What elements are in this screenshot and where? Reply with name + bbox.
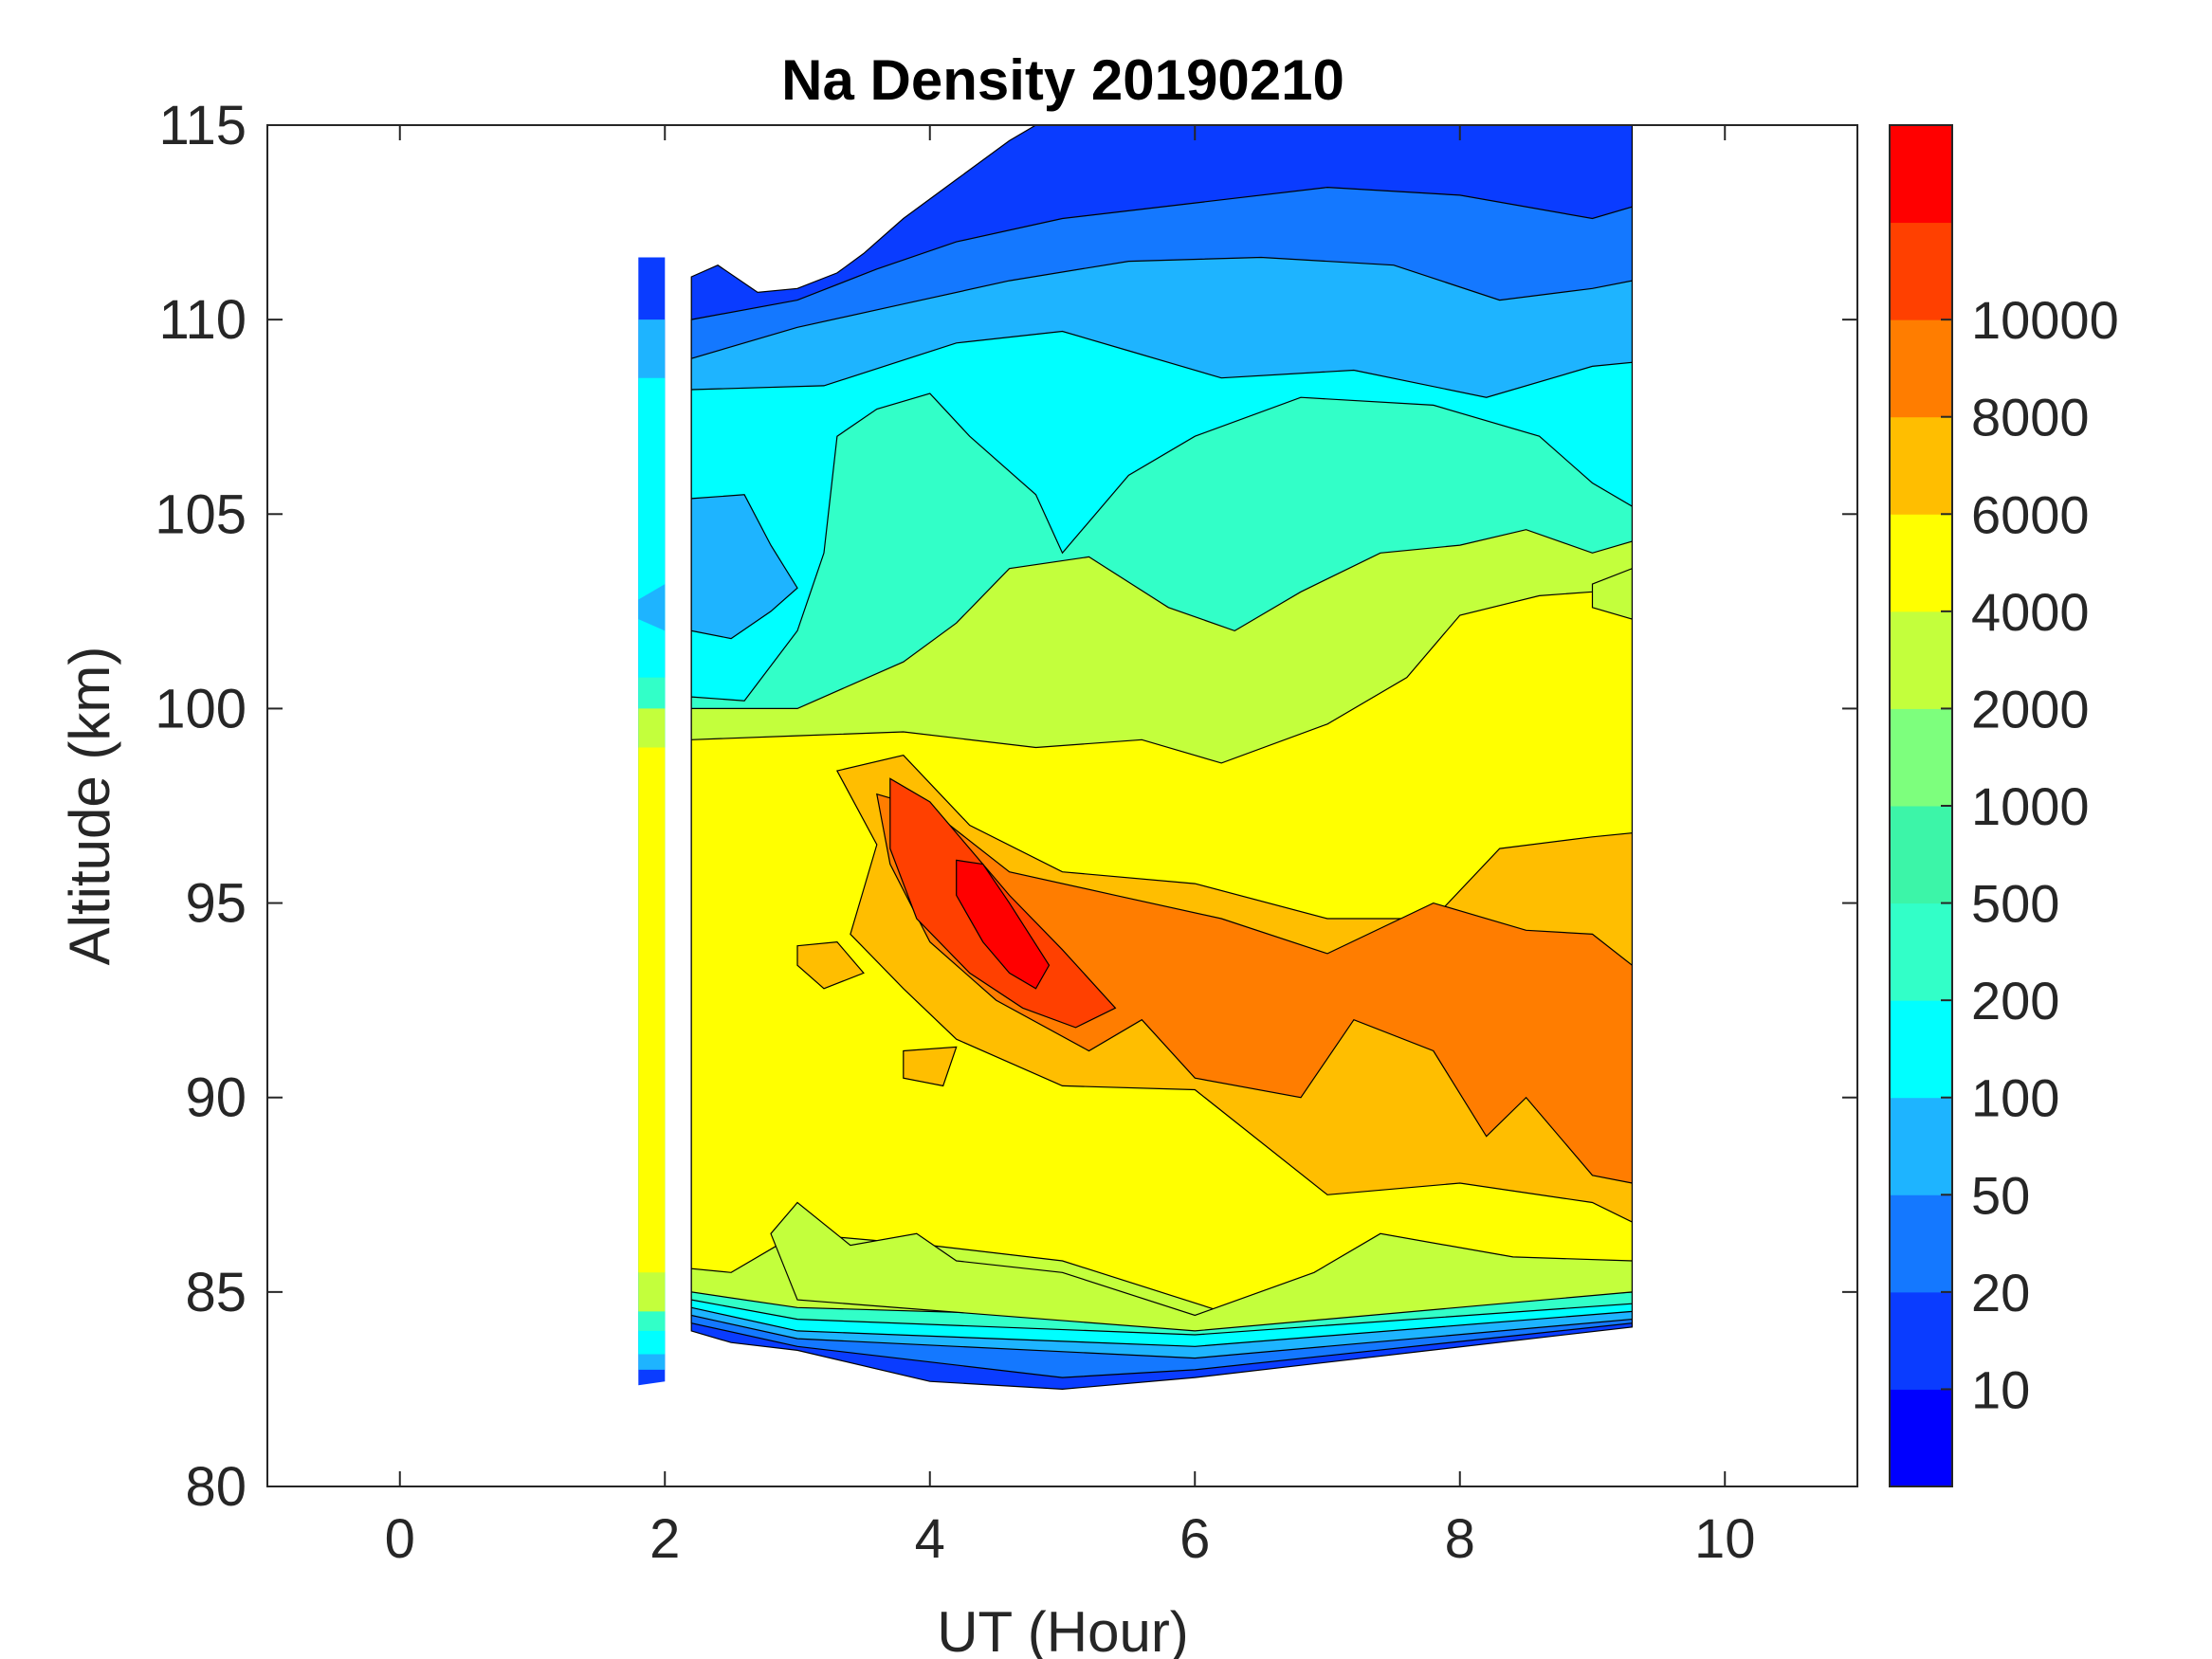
x-tick-label: 10 xyxy=(1694,1508,1756,1570)
plot-frame xyxy=(266,124,1858,1487)
colorbar-tick-label: 50 xyxy=(1971,1165,2030,1225)
colorbar-tick-label: 100 xyxy=(1971,1068,2059,1128)
x-tick-label: 6 xyxy=(1179,1508,1210,1570)
colorbar-segment xyxy=(1890,222,1952,320)
x-tick-label: 8 xyxy=(1445,1508,1475,1570)
y-axis-label: Altitude (km) xyxy=(58,647,121,966)
colorbar-segment xyxy=(1890,708,1952,807)
y-tick-label: 85 xyxy=(185,1262,247,1323)
y-tick-label: 95 xyxy=(185,873,247,935)
colorbar-segment xyxy=(1890,1097,1952,1195)
colorbar-tick-label: 1000 xyxy=(1971,776,2090,836)
y-tick-label: 100 xyxy=(155,678,247,739)
layer-1000-bottom xyxy=(770,1201,1634,1332)
colorbar-segment xyxy=(1890,611,1952,709)
x-tick-label: 0 xyxy=(385,1508,415,1570)
plot-area xyxy=(638,124,1634,1391)
layer-10000 xyxy=(956,859,1051,990)
colorbar-tick-label: 10000 xyxy=(1971,290,2119,350)
colorbar-tick-label: 4000 xyxy=(1971,582,2090,642)
x-axis: 0 2 4 6 8 10 xyxy=(385,125,1756,1570)
colorbar-segment xyxy=(1890,319,1952,418)
layer-6000 xyxy=(876,793,1634,1184)
colorbar-tick-label: 2000 xyxy=(1971,679,2090,738)
island-4000-a xyxy=(796,940,865,990)
y-tick-label: 80 xyxy=(185,1456,247,1518)
colorbar-tick-label: 20 xyxy=(1971,1263,2030,1322)
colorbar-tick-label: 200 xyxy=(1971,971,2059,1030)
strip-layer-2000 xyxy=(638,747,666,1273)
strip-patch-50 xyxy=(638,584,666,631)
colorbar-segment xyxy=(1890,902,1952,1001)
x-tick-label: 2 xyxy=(649,1508,680,1570)
blob-50 xyxy=(690,494,798,640)
colorbar-segment xyxy=(1890,1000,1952,1099)
y-tick-label: 110 xyxy=(159,289,247,351)
x-tick-label: 4 xyxy=(915,1508,945,1570)
colorbar-tick-label: 10 xyxy=(1971,1359,2030,1419)
colorbar-segment xyxy=(1890,806,1952,904)
y-axis: 80 85 90 95 100 105 110 115 xyxy=(155,95,1857,1518)
colorbar-segment xyxy=(1890,1389,1952,1487)
y-tick-label: 105 xyxy=(155,483,247,545)
colorbar-tick-label: 8000 xyxy=(1971,388,2090,447)
y-tick-label: 90 xyxy=(185,1067,247,1129)
island-4000-b xyxy=(903,1046,958,1087)
colorbar-tick-label: 6000 xyxy=(1971,484,2090,544)
x-axis-label: UT (Hour) xyxy=(937,1600,1189,1659)
chart-title: Na Density 20190210 xyxy=(781,48,1344,112)
colorbar-segment xyxy=(1890,1291,1952,1390)
colorbar: 10 20 50 100 200 500 1000 2000 4000 6000 8000 10000 xyxy=(1889,124,2119,1487)
island-1000 xyxy=(1591,567,1634,620)
colorbar-segment xyxy=(1890,125,1952,224)
colorbar-segment xyxy=(1890,514,1952,612)
colorbar-segment xyxy=(1890,1194,1952,1293)
colorbar-segment xyxy=(1890,416,1952,515)
y-tick-label: 115 xyxy=(159,95,247,156)
colorbar-tick-label: 500 xyxy=(1971,874,2059,934)
